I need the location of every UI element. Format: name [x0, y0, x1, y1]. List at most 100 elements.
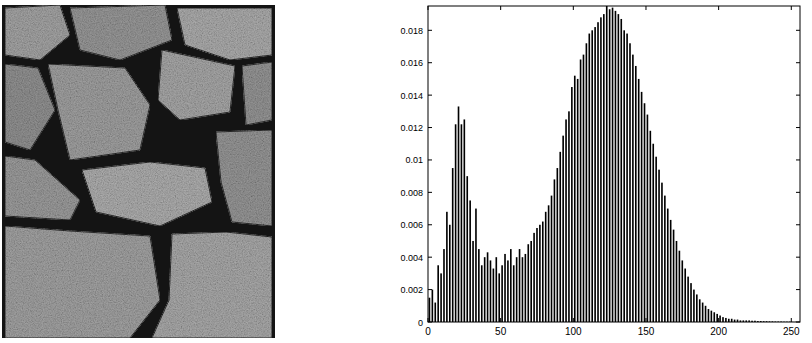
axes-frame	[428, 6, 800, 322]
bar	[458, 106, 460, 322]
bar	[693, 290, 695, 322]
bar	[661, 183, 663, 322]
bar	[580, 59, 582, 322]
y-tick-label: 0.004	[400, 253, 423, 263]
photo	[2, 5, 275, 338]
bar	[461, 124, 463, 322]
bar	[577, 79, 579, 322]
bar	[673, 230, 675, 322]
x-tick	[645, 318, 646, 322]
y-tick-right	[796, 289, 800, 290]
y-tick-label: 0	[418, 318, 423, 328]
soil-plate	[48, 64, 150, 160]
x-tick-label: 50	[495, 326, 507, 337]
x-tick	[573, 318, 574, 322]
y-tick	[428, 322, 432, 323]
y-tick-right	[796, 127, 800, 128]
y-tick-right	[796, 62, 800, 63]
bar	[446, 212, 448, 322]
y-tick	[428, 192, 432, 193]
x-tick	[500, 318, 501, 322]
y-tick-label: 0.016	[400, 58, 423, 68]
bar	[455, 124, 457, 322]
bar	[722, 317, 724, 322]
y-tick-right	[796, 224, 800, 225]
bar	[667, 209, 669, 322]
x-tick-top	[500, 6, 501, 10]
bar	[548, 205, 550, 322]
y-tick-label: 0.01	[405, 155, 423, 165]
bar	[638, 79, 640, 322]
bar	[507, 260, 509, 322]
bar	[629, 43, 631, 322]
bar	[644, 103, 646, 322]
bar	[519, 249, 521, 322]
bar	[493, 269, 495, 322]
bar	[495, 257, 497, 322]
bar	[609, 9, 611, 322]
bar	[469, 200, 471, 322]
bar	[676, 241, 678, 322]
x-tick-top	[718, 6, 719, 10]
x-tick-label: 150	[638, 326, 655, 337]
bar	[536, 228, 538, 322]
bar	[481, 265, 483, 322]
bar	[650, 131, 652, 322]
bar	[452, 168, 454, 322]
bar	[513, 265, 515, 322]
bar	[684, 269, 686, 322]
y-tick-right	[796, 257, 800, 258]
bar	[652, 144, 654, 322]
bar	[484, 257, 486, 322]
soil-plate	[177, 8, 272, 60]
y-tick	[428, 159, 432, 160]
bar	[432, 290, 434, 322]
soil-plate	[70, 5, 172, 60]
bar	[655, 157, 657, 322]
y-tick	[428, 224, 432, 225]
bar	[557, 168, 559, 322]
x-tick-top	[428, 6, 429, 10]
y-tick-label: 0.014	[400, 91, 423, 101]
bar	[449, 225, 451, 322]
bar	[510, 249, 512, 322]
y-tick	[428, 257, 432, 258]
bar	[664, 196, 666, 322]
bar	[522, 257, 524, 322]
bar	[434, 303, 436, 322]
bar	[658, 170, 660, 322]
x-tick-label: 0	[425, 326, 431, 337]
bar	[475, 209, 477, 322]
bar	[679, 251, 681, 322]
y-tick	[428, 127, 432, 128]
bar	[562, 136, 564, 322]
bar	[525, 254, 527, 322]
bar	[716, 314, 718, 322]
x-tick	[428, 318, 429, 322]
bar	[437, 265, 439, 322]
bar	[647, 115, 649, 322]
bar	[591, 30, 593, 322]
bar	[623, 30, 625, 322]
x-tick	[718, 318, 719, 322]
bar	[440, 273, 442, 322]
y-tick-label: 0.012	[400, 123, 423, 133]
bar	[571, 87, 573, 322]
bar	[565, 119, 567, 322]
x-tick-label: 100	[565, 326, 582, 337]
y-tick	[428, 289, 432, 290]
bar	[443, 249, 445, 322]
bar	[618, 14, 620, 322]
bar	[699, 299, 701, 322]
soil-plate	[216, 130, 272, 226]
x-tick-label: 200	[710, 326, 727, 337]
plot-area	[428, 6, 800, 322]
y-tick	[428, 30, 432, 31]
bar	[626, 34, 628, 322]
bar	[527, 244, 529, 322]
bar	[487, 252, 489, 322]
x-tick-label: 250	[783, 326, 800, 337]
bar	[472, 241, 474, 322]
x-tick	[791, 318, 792, 322]
bar	[501, 265, 503, 322]
